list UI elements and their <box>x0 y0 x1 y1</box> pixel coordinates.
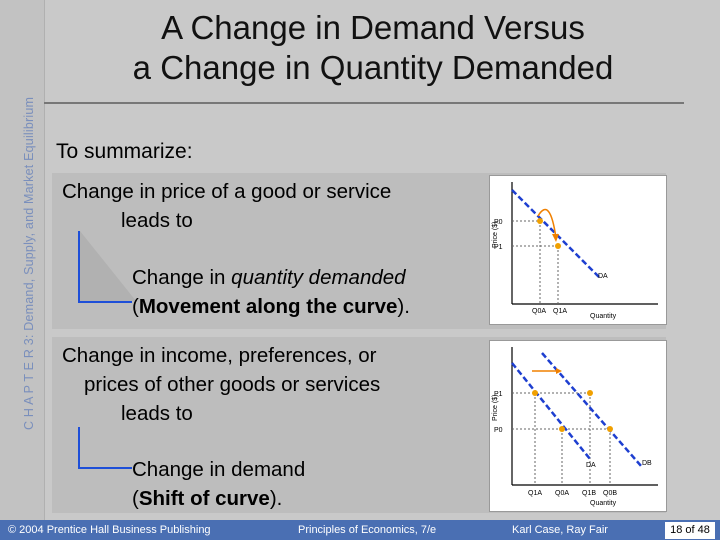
footer-authors: Karl Case, Ray Fair <box>512 524 608 536</box>
graph2-q0b: Q0B <box>603 490 617 497</box>
graph2-q0a: Q0A <box>555 490 569 497</box>
graph2-p1: P1 <box>494 391 503 398</box>
graph1-p1: P1 <box>494 244 503 251</box>
graph2-p0: P0 <box>494 427 503 434</box>
box1-line-2: leads to <box>121 209 193 232</box>
paren-open: ( <box>132 295 139 318</box>
title-divider <box>44 102 684 104</box>
box1-result-1: Change in quantity demanded <box>132 263 406 292</box>
footer-book: Principles of Economics, 7/e <box>298 524 437 536</box>
box2-line-3: leads to <box>121 402 193 425</box>
shift-of-curve: Shift of curve <box>138 487 270 510</box>
slide-title: A Change in Demand Versus a Change in Qu… <box>46 8 700 88</box>
box2-line-2: prices of other goods or services <box>84 373 381 396</box>
arrow-bracket-2 <box>78 427 132 469</box>
graph2-curve-a: DA <box>586 462 596 469</box>
result-emphasis: quantity demanded <box>231 266 406 289</box>
page-indicator: 18 of 48 <box>664 521 716 540</box>
footer-copyright: © 2004 Prentice Hall Business Publishing <box>8 524 211 536</box>
graph-shift-of-curve: Price ($) Quantity P1 P0 Q1A Q0A Q1B Q0B… <box>489 340 667 512</box>
point-p1 <box>555 243 561 249</box>
box2-result-2: (Shift of curve). <box>132 484 282 513</box>
arrow-bracket-1 <box>78 231 132 303</box>
graph2-q1b: Q1B <box>582 490 596 497</box>
graph1-xlabel: Quantity <box>590 313 617 320</box>
demand-curve-b <box>541 352 643 468</box>
paren-close: ). <box>269 487 283 510</box>
intro-text: To summarize: <box>56 140 193 163</box>
chapter-sidebar: C H A P T E R 3: Demand, Supply, and Mar… <box>0 0 45 520</box>
chapter-label: C H A P T E R 3: Demand, Supply, and Mar… <box>22 96 36 430</box>
graph1-p0: P0 <box>494 219 503 226</box>
footer-bar: © 2004 Prentice Hall Business Publishing… <box>0 520 720 540</box>
graph2-ylabel: Price ($) <box>492 395 499 421</box>
point-p0 <box>537 218 543 224</box>
paren-open: ( <box>132 487 139 510</box>
graph1-svg: Price ($) Quantity P0 P1 Q0A Q1A DA <box>492 182 658 320</box>
graph1-curve-label: DA <box>598 273 608 280</box>
result-prefix: Change in <box>132 266 232 289</box>
demand-curve-a <box>511 362 591 460</box>
graph1-ylabel: Price ($) <box>492 222 499 248</box>
box1-line-1: Change in price of a good or service <box>62 180 392 203</box>
graph2-svg: Price ($) Quantity P1 P0 Q1A Q0A Q1B Q0B… <box>492 347 658 507</box>
graph1-q0: Q0A <box>532 308 546 315</box>
graph2-curve-b: DB <box>642 460 652 467</box>
box1-result-2: (Movement along the curve). <box>132 292 410 321</box>
demand-curve-a <box>511 189 601 279</box>
title-line-1: A Change in Demand Versus <box>161 9 585 46</box>
graph1-q1: Q1A <box>553 308 567 315</box>
title-line-2: a Change in Quantity Demanded <box>132 49 614 86</box>
bracket-wedge <box>80 231 136 301</box>
graph2-q1a: Q1A <box>528 490 542 497</box>
movement-along-curve: Movement along the curve <box>138 295 398 318</box>
paren-close: ). <box>397 295 410 318</box>
graph2-xlabel: Quantity <box>590 500 617 507</box>
graph-movement-along-curve: Price ($) Quantity P0 P1 Q0A Q1A DA <box>489 175 667 325</box>
box2-result-1: Change in demand <box>132 458 306 481</box>
box2-line-1: Change in income, preferences, or <box>62 344 377 367</box>
